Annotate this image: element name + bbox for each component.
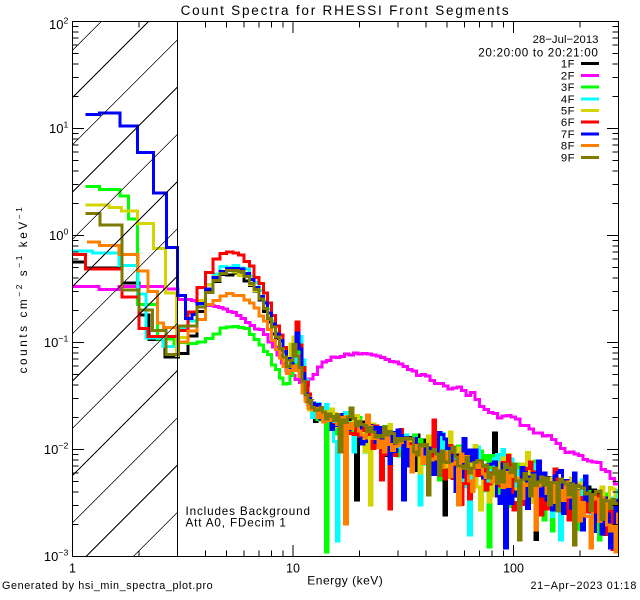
svg-text:3F: 3F — [561, 82, 575, 94]
svg-text:10: 10 — [286, 562, 300, 576]
svg-text:28−Jul−2013: 28−Jul−2013 — [533, 34, 599, 46]
svg-text:20:20:00 to 20:21:00: 20:20:00 to 20:21:00 — [478, 47, 598, 60]
svg-text:counts cm−2 s−1 keV−1: counts cm−2 s−1 keV−1 — [14, 205, 30, 374]
svg-text:4F: 4F — [561, 94, 575, 106]
svg-text:Count Spectra for RHESSI Front: Count Spectra for RHESSI Front Segments — [181, 3, 511, 18]
svg-text:8F: 8F — [561, 141, 575, 153]
svg-text:9F: 9F — [561, 152, 575, 164]
svg-text:100: 100 — [503, 562, 524, 576]
svg-text:Energy (keV): Energy (keV) — [307, 574, 383, 588]
svg-text:5F: 5F — [561, 106, 575, 118]
svg-text:6F: 6F — [561, 117, 575, 129]
svg-text:21−Apr−2023 01:18: 21−Apr−2023 01:18 — [530, 580, 637, 592]
svg-text:Att A0, FDecim 1: Att A0, FDecim 1 — [186, 517, 287, 530]
svg-text:7F: 7F — [561, 129, 575, 141]
svg-text:1: 1 — [69, 562, 76, 576]
svg-text:Includes Background: Includes Background — [186, 505, 311, 518]
svg-text:1F: 1F — [561, 59, 575, 71]
svg-text:2F: 2F — [561, 70, 575, 82]
svg-text:Generated by hsi_min_spectra_p: Generated by hsi_min_spectra_plot.pro — [2, 580, 213, 592]
